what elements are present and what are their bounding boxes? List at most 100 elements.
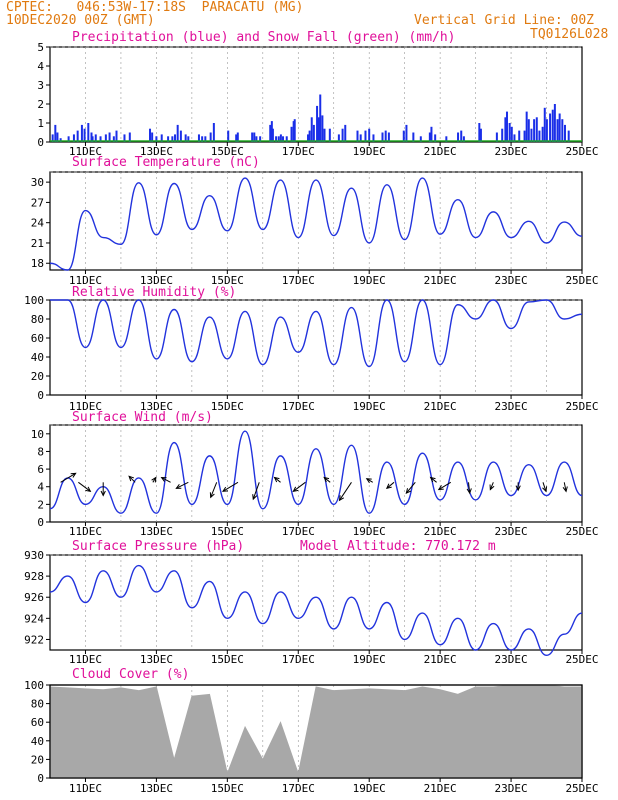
temp-xtick-label: 25DEC bbox=[565, 274, 598, 287]
precip-xtick-label: 15DEC bbox=[211, 145, 244, 158]
rh-xtick-label: 15DEC bbox=[211, 400, 244, 413]
precip-ytick-label: 2 bbox=[37, 98, 44, 111]
precip-bar bbox=[167, 136, 170, 142]
wind-arrow bbox=[161, 477, 171, 483]
precip-bar bbox=[54, 124, 57, 142]
precip-bar bbox=[90, 132, 93, 142]
precip-xtick-label: 23DEC bbox=[495, 145, 528, 158]
precip-bar bbox=[59, 138, 62, 142]
precip-bar bbox=[372, 134, 375, 142]
pressure-xtick-label: 19DEC bbox=[353, 653, 386, 666]
wind-arrow-head bbox=[209, 492, 215, 499]
precip-bar bbox=[56, 132, 59, 142]
precip-bar bbox=[174, 134, 177, 142]
wind-arrow-head bbox=[100, 490, 106, 497]
precip-bar bbox=[384, 130, 387, 142]
pressure-title: Surface Pressure (hPa) bbox=[72, 539, 244, 554]
temp-series-line bbox=[49, 177, 583, 271]
cloud-xtick-label: 13DEC bbox=[140, 782, 173, 795]
run-date-line: 10DEC2020 00Z (GMT) bbox=[6, 13, 155, 28]
pressure-xtick-label: 21DEC bbox=[424, 653, 457, 666]
precip-bar bbox=[356, 130, 359, 142]
precip-bar bbox=[321, 115, 324, 142]
temp-title: Surface Temperature (nC) bbox=[72, 155, 260, 170]
precip-bar bbox=[290, 126, 293, 142]
precip-bar bbox=[457, 132, 460, 142]
precip-bar bbox=[94, 134, 97, 142]
wind-arrow-head bbox=[385, 483, 392, 490]
precip-bar bbox=[253, 132, 256, 142]
precip-bar bbox=[115, 130, 118, 142]
wind-ytick-label: 6 bbox=[37, 463, 44, 476]
precip-bar bbox=[538, 130, 541, 142]
precip-bar bbox=[269, 124, 272, 142]
wind-arrow bbox=[274, 477, 281, 483]
cloud-ytick-label: 60 bbox=[31, 716, 44, 729]
cloud-ytick-label: 80 bbox=[31, 698, 44, 711]
wind-xtick-label: 19DEC bbox=[353, 525, 386, 538]
cloud-title: Cloud Cover (%) bbox=[72, 667, 189, 682]
precip-bar bbox=[549, 113, 552, 142]
precip-bar bbox=[558, 113, 561, 142]
wind-arrow bbox=[128, 475, 136, 483]
precip-bar bbox=[495, 132, 498, 142]
wind-arrow-head bbox=[437, 485, 444, 491]
rh-xtick-label: 11DEC bbox=[69, 400, 102, 413]
precip-bar bbox=[270, 121, 273, 142]
precip-bar bbox=[275, 136, 278, 142]
wind-arrow-head bbox=[323, 476, 330, 483]
precip-bar bbox=[513, 134, 516, 142]
temp-xtick-label: 19DEC bbox=[353, 274, 386, 287]
precip-bar bbox=[104, 134, 107, 142]
rh-xtick-label: 23DEC bbox=[495, 400, 528, 413]
precip-bar bbox=[227, 130, 230, 142]
cloud-xtick-label: 17DEC bbox=[282, 782, 315, 795]
precip-bar bbox=[176, 124, 179, 142]
temp-xtick-label: 21DEC bbox=[424, 274, 457, 287]
precip-bar bbox=[387, 132, 390, 142]
precip-xtick-label: 13DEC bbox=[140, 145, 173, 158]
wind-arrow bbox=[252, 482, 260, 500]
wind-arrow-head bbox=[338, 495, 345, 502]
precip-bar bbox=[201, 136, 204, 142]
precip-ytick-label: 5 bbox=[37, 41, 44, 54]
pressure-ytick-label: 926 bbox=[24, 591, 44, 604]
precip-bar bbox=[319, 94, 322, 142]
wind-ytick-label: 0 bbox=[37, 516, 44, 529]
rh-xtick-label: 17DEC bbox=[282, 400, 315, 413]
precip-bar bbox=[51, 134, 54, 142]
precip-bar bbox=[543, 107, 546, 142]
precip-bar bbox=[525, 111, 528, 142]
temp-ytick-label: 24 bbox=[31, 217, 45, 230]
wind-arrow-head bbox=[489, 484, 495, 491]
precip-bar bbox=[128, 132, 131, 142]
wind-xtick-label: 11DEC bbox=[69, 525, 102, 538]
cloud-frame-overlay bbox=[49, 684, 583, 779]
wind-arrow bbox=[386, 481, 395, 489]
precip-bar bbox=[307, 134, 310, 142]
wind-title: Surface Wind (m/s) bbox=[72, 410, 213, 425]
cloud-xtick-label: 19DEC bbox=[353, 782, 386, 795]
precip-bar bbox=[155, 136, 158, 142]
wind-arrow-head bbox=[85, 486, 92, 493]
precip-bar bbox=[445, 136, 448, 142]
cloud-xtick-label: 23DEC bbox=[495, 782, 528, 795]
precip-bar bbox=[462, 136, 465, 142]
rh-ytick-label: 0 bbox=[37, 389, 44, 402]
precip-bar bbox=[279, 134, 282, 142]
wind-ytick-label: 2 bbox=[37, 498, 44, 511]
wind-xtick-label: 17DEC bbox=[282, 525, 315, 538]
cloud-ytick-label: 40 bbox=[31, 735, 44, 748]
precip-bar bbox=[209, 132, 212, 142]
precip-bar bbox=[312, 124, 315, 142]
wind-arrow bbox=[210, 482, 218, 498]
model-id: TQ0126L028 bbox=[530, 27, 609, 42]
rh-xtick-label: 19DEC bbox=[353, 400, 386, 413]
precip-bar bbox=[179, 130, 182, 142]
precip-bar bbox=[501, 128, 504, 142]
wind-xtick-label: 13DEC bbox=[140, 525, 173, 538]
wind-arrow bbox=[293, 481, 306, 492]
wind-arrow-head bbox=[273, 476, 280, 483]
precip-bar bbox=[308, 130, 311, 142]
precip-bar bbox=[530, 128, 533, 142]
